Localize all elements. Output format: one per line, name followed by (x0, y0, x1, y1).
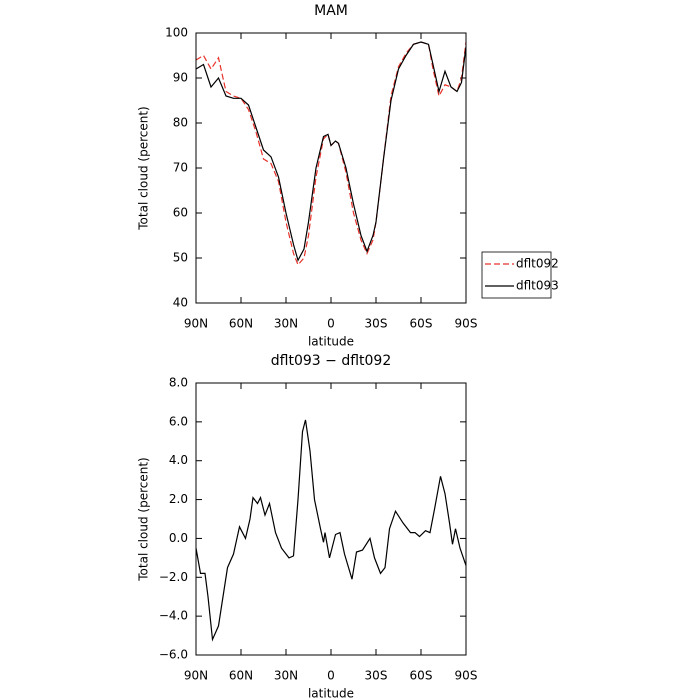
x-tick-label: 90S (455, 669, 478, 683)
series-line (195, 41, 467, 262)
x-tick-label: 30N (274, 669, 298, 683)
y-tick-label: −4.0 (159, 609, 188, 623)
chart-title: MAM (314, 3, 348, 19)
y-tick-label: 100 (165, 26, 188, 40)
legend-label: dflt092 (516, 257, 559, 271)
y-tick-label: 90 (173, 71, 188, 85)
y-tick-label: 40 (173, 296, 188, 310)
x-tick-label: 0 (327, 317, 335, 331)
y-tick-label: 6.0 (169, 414, 188, 428)
y-tick-label: 8.0 (169, 376, 188, 390)
y-tick-label: 50 (173, 251, 188, 265)
y-tick-label: 70 (173, 161, 188, 175)
legend-box (481, 251, 552, 299)
y-tick-label: 2.0 (169, 492, 188, 506)
x-tick-label: 90N (184, 669, 208, 683)
x-tick-label: 30N (274, 317, 298, 331)
x-tick-label: 30S (365, 317, 388, 331)
series-line (195, 41, 467, 266)
y-tick-label: 4.0 (169, 453, 188, 467)
legend-label: dflt093 (516, 279, 559, 293)
x-tick-label: 90S (455, 317, 478, 331)
x-tick-label: 60N (229, 669, 253, 683)
y-axis-title: Total cloud (percent) (137, 106, 151, 230)
x-tick-label: 60N (229, 317, 253, 331)
y-tick-label: −6.0 (159, 648, 188, 662)
series-line (195, 419, 467, 642)
y-tick-label: 0.0 (169, 531, 188, 545)
x-axis-title: latitude (308, 335, 354, 349)
y-tick-label: 80 (173, 116, 188, 130)
y-axis-title: Total cloud (percent) (137, 457, 151, 581)
x-tick-label: 90N (184, 317, 208, 331)
plot-frame (195, 32, 467, 304)
plot-frame (195, 382, 467, 656)
y-tick-label: −2.0 (159, 570, 188, 584)
chart-title: dflt093 − dflt092 (271, 353, 391, 369)
x-tick-label: 60S (410, 669, 433, 683)
x-axis-title: latitude (308, 687, 354, 700)
x-tick-label: 0 (327, 669, 335, 683)
y-tick-label: 60 (173, 206, 188, 220)
x-tick-label: 60S (410, 317, 433, 331)
x-tick-label: 30S (365, 669, 388, 683)
